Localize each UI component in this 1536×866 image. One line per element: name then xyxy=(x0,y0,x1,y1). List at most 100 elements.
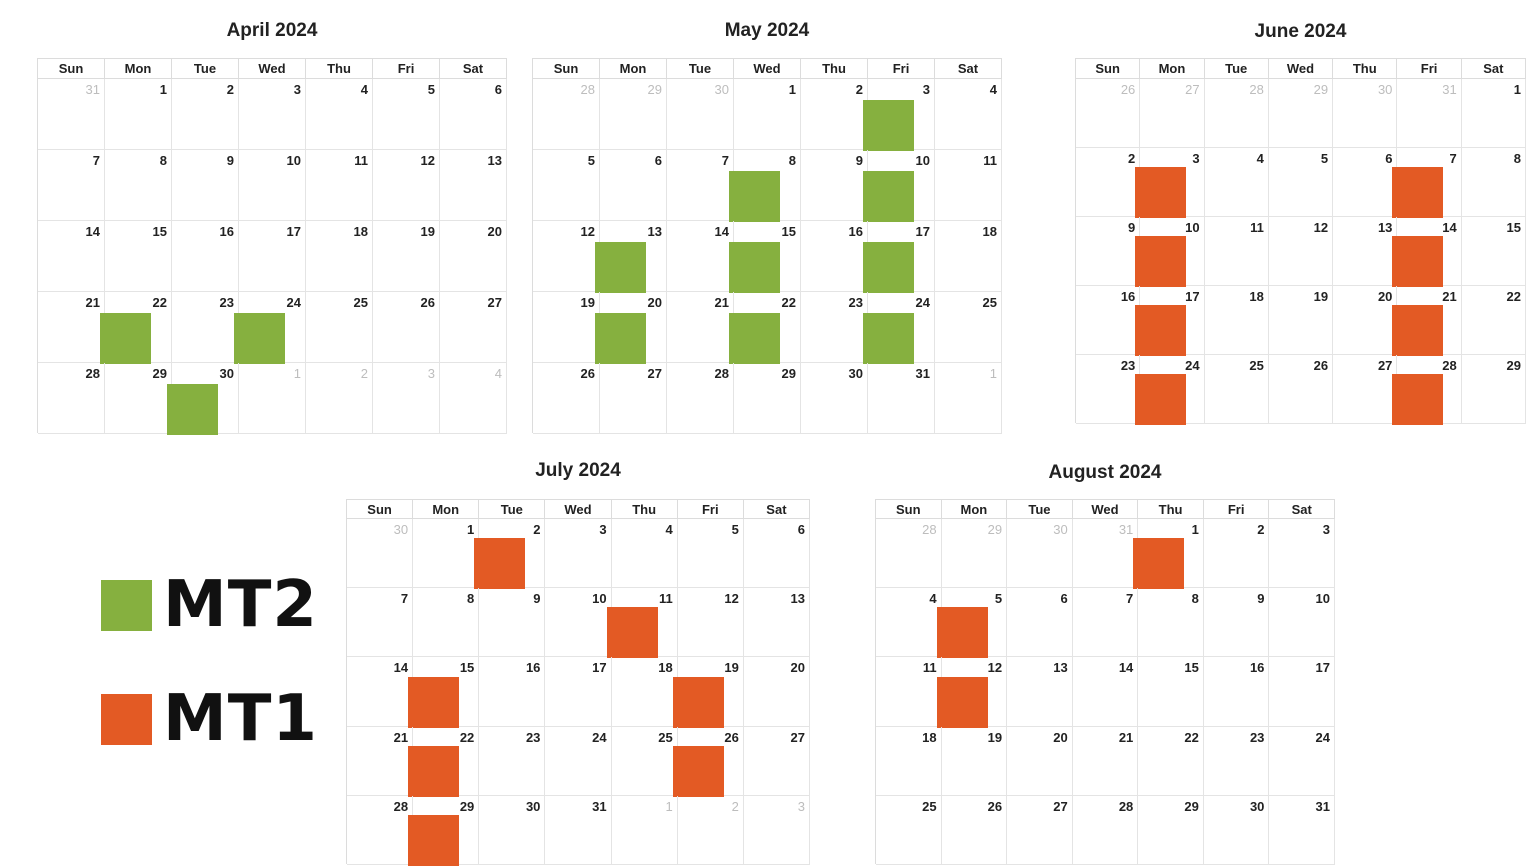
event-marker-mt2[interactable] xyxy=(100,313,151,364)
day-cell-outside-month[interactable]: 28 xyxy=(876,519,942,589)
day-cell[interactable]: 1 xyxy=(1133,519,1204,590)
day-cell-outside-month[interactable]: 27 xyxy=(1140,79,1205,148)
day-cell[interactable]: 27 xyxy=(1333,355,1398,424)
day-cell[interactable]: 31 xyxy=(1269,795,1335,865)
day-cell[interactable]: 20 xyxy=(440,221,507,292)
day-cell[interactable]: 25 xyxy=(611,726,678,796)
day-cell[interactable]: 11 xyxy=(876,657,942,727)
day-cell[interactable]: 30 xyxy=(801,363,868,434)
day-cell[interactable]: 17 xyxy=(863,221,935,293)
day-cell[interactable]: 22 xyxy=(100,292,172,364)
event-marker-mt1[interactable] xyxy=(606,607,658,659)
event-marker-mt1[interactable] xyxy=(1135,167,1187,218)
day-cell-outside-month[interactable]: 30 xyxy=(1333,79,1398,148)
day-cell[interactable]: 11 xyxy=(935,150,1002,221)
day-cell[interactable]: 2 xyxy=(172,79,239,150)
day-cell[interactable]: 1 xyxy=(105,79,172,150)
day-cell[interactable]: 15 xyxy=(1138,657,1204,727)
day-cell[interactable]: 10 xyxy=(239,150,306,221)
day-cell[interactable]: 10 xyxy=(1269,588,1335,658)
day-cell[interactable]: 2 xyxy=(1076,148,1141,217)
day-cell[interactable]: 12 xyxy=(373,150,440,221)
day-cell[interactable]: 7 xyxy=(1072,588,1139,658)
day-cell[interactable]: 8 xyxy=(1461,148,1526,217)
day-cell[interactable]: 13 xyxy=(1333,217,1398,286)
day-cell[interactable]: 20 xyxy=(1007,726,1073,796)
day-cell[interactable]: 17 xyxy=(1269,657,1335,727)
day-cell[interactable]: 18 xyxy=(611,657,678,727)
day-cell[interactable]: 22 xyxy=(408,726,480,797)
day-cell[interactable]: 24 xyxy=(234,292,306,364)
day-cell-outside-month[interactable]: 1 xyxy=(935,363,1002,434)
day-cell[interactable]: 21 xyxy=(1392,286,1462,356)
day-cell[interactable]: 6 xyxy=(1333,148,1398,217)
day-cell[interactable]: 29 xyxy=(1138,795,1204,865)
day-cell[interactable]: 14 xyxy=(1392,217,1462,287)
day-cell[interactable]: 5 xyxy=(373,79,440,150)
day-cell[interactable]: 4 xyxy=(306,79,373,150)
day-cell[interactable]: 30 xyxy=(167,363,239,435)
day-cell[interactable]: 22 xyxy=(1138,726,1204,796)
day-cell[interactable]: 11 xyxy=(1204,217,1269,286)
event-marker-mt1[interactable] xyxy=(1392,236,1444,287)
day-cell[interactable]: 12 xyxy=(533,221,600,292)
day-cell[interactable]: 28 xyxy=(347,795,414,865)
event-marker-mt1[interactable] xyxy=(1392,167,1444,218)
day-cell[interactable]: 6 xyxy=(440,79,507,150)
day-cell[interactable]: 24 xyxy=(1135,355,1205,425)
day-cell[interactable]: 3 xyxy=(1135,148,1205,218)
day-cell[interactable]: 14 xyxy=(667,221,734,292)
day-cell[interactable]: 3 xyxy=(863,79,935,151)
day-cell[interactable]: 13 xyxy=(743,588,810,658)
day-cell[interactable]: 12 xyxy=(936,657,1008,728)
day-cell-outside-month[interactable]: 30 xyxy=(1007,519,1073,589)
day-cell[interactable]: 5 xyxy=(936,588,1008,659)
day-cell[interactable]: 20 xyxy=(743,657,810,727)
day-cell[interactable]: 8 xyxy=(1138,588,1204,658)
day-cell[interactable]: 4 xyxy=(611,519,678,589)
day-cell[interactable]: 19 xyxy=(533,292,600,363)
day-cell[interactable]: 3 xyxy=(1269,519,1335,589)
day-cell[interactable]: 21 xyxy=(38,292,105,363)
day-cell[interactable]: 1 xyxy=(413,519,480,589)
day-cell[interactable]: 16 xyxy=(479,657,546,727)
day-cell[interactable]: 21 xyxy=(347,726,414,796)
day-cell-outside-month[interactable]: 29 xyxy=(1268,79,1334,148)
event-marker-mt1[interactable] xyxy=(1133,538,1185,590)
day-cell[interactable]: 27 xyxy=(1007,795,1073,865)
day-cell[interactable]: 28 xyxy=(667,363,734,434)
event-marker-mt2[interactable] xyxy=(234,313,285,364)
event-marker-mt1[interactable] xyxy=(672,676,724,728)
event-marker-mt1[interactable] xyxy=(936,676,988,728)
day-cell[interactable]: 4 xyxy=(1204,148,1269,217)
day-cell[interactable]: 25 xyxy=(935,292,1002,363)
event-marker-mt2[interactable] xyxy=(729,313,780,364)
day-cell[interactable]: 17 xyxy=(239,221,306,292)
day-cell[interactable]: 4 xyxy=(935,79,1002,150)
day-cell[interactable]: 1 xyxy=(734,79,801,150)
event-marker-mt2[interactable] xyxy=(729,242,780,293)
day-cell[interactable]: 18 xyxy=(876,726,942,796)
day-cell[interactable]: 5 xyxy=(1268,148,1334,217)
day-cell[interactable]: 9 xyxy=(172,150,239,221)
day-cell[interactable]: 14 xyxy=(38,221,105,292)
day-cell[interactable]: 6 xyxy=(600,150,667,221)
day-cell[interactable]: 15 xyxy=(408,657,480,728)
event-marker-mt2[interactable] xyxy=(167,384,218,435)
day-cell[interactable]: 26 xyxy=(373,292,440,363)
event-marker-mt2[interactable] xyxy=(863,100,914,151)
day-cell[interactable]: 27 xyxy=(600,363,667,434)
day-cell[interactable]: 31 xyxy=(868,363,935,434)
day-cell[interactable]: 23 xyxy=(172,292,239,363)
event-marker-mt1[interactable] xyxy=(1392,305,1444,356)
day-cell[interactable]: 24 xyxy=(545,726,612,796)
day-cell[interactable]: 16 xyxy=(801,221,868,292)
day-cell[interactable]: 21 xyxy=(1072,726,1139,796)
day-cell[interactable]: 12 xyxy=(677,588,744,658)
day-cell[interactable]: 5 xyxy=(677,519,744,589)
day-cell[interactable]: 30 xyxy=(1203,795,1270,865)
event-marker-mt2[interactable] xyxy=(863,171,914,222)
day-cell[interactable]: 18 xyxy=(935,221,1002,292)
day-cell[interactable]: 27 xyxy=(440,292,507,363)
day-cell-outside-month[interactable]: 28 xyxy=(533,79,600,150)
